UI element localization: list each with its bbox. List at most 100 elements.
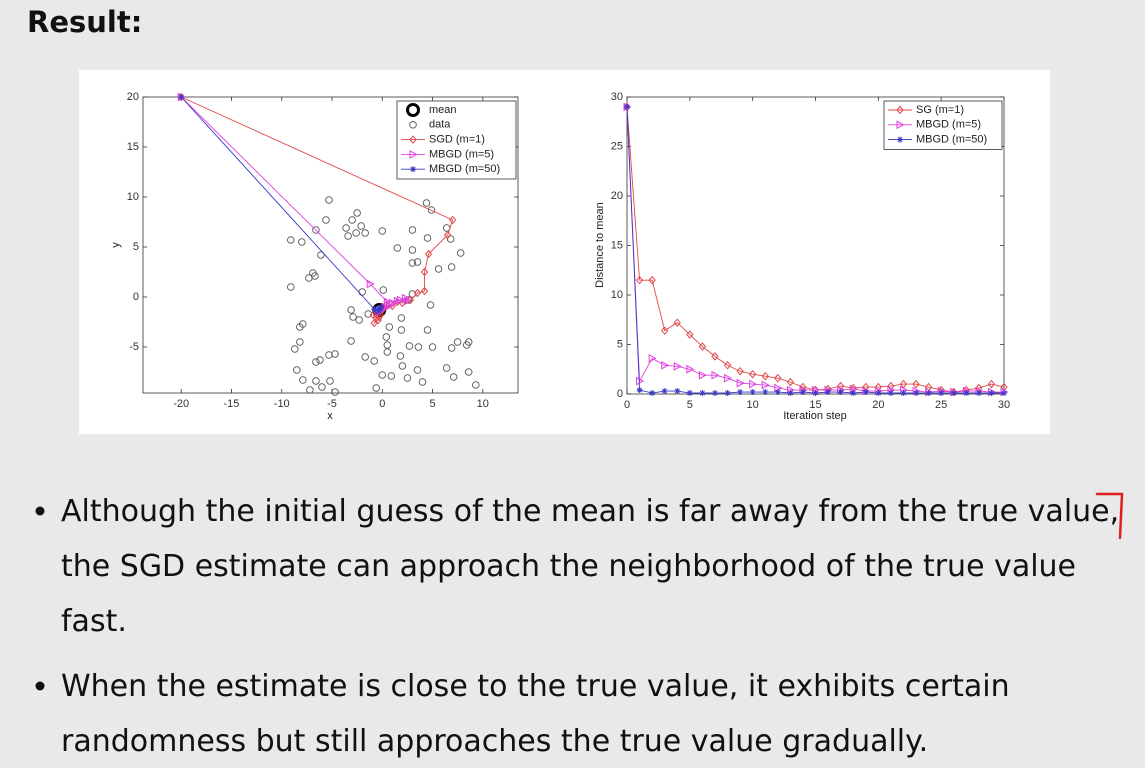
data-point	[287, 236, 295, 244]
data-point	[322, 216, 330, 224]
data-point	[397, 314, 406, 322]
data-point	[413, 258, 422, 266]
x-axis-label: x	[327, 410, 333, 422]
star-marker	[975, 390, 982, 397]
triangle-marker	[401, 293, 410, 303]
star-marker	[661, 388, 668, 395]
data-point	[397, 326, 406, 334]
legend-marker	[406, 103, 420, 117]
data-point	[361, 229, 369, 237]
data-point	[434, 265, 443, 273]
star-marker	[812, 390, 819, 397]
y-tick-label: 20	[611, 190, 623, 202]
data-point	[403, 374, 412, 382]
data-point	[423, 326, 432, 334]
triangle-marker	[661, 360, 670, 370]
star-marker	[825, 389, 832, 396]
data-point	[355, 316, 363, 324]
triangle-marker	[366, 279, 375, 289]
star-marker	[377, 306, 384, 312]
legend-label: MBGD (m=50)	[429, 163, 500, 175]
data-point	[331, 350, 339, 358]
star-marker	[850, 390, 857, 397]
triangle-marker	[724, 373, 733, 383]
star-marker	[938, 390, 945, 397]
data-point	[405, 342, 414, 350]
star-marker	[674, 388, 681, 395]
legend-marker	[409, 121, 417, 129]
diamond-marker	[420, 267, 429, 277]
data-point	[462, 341, 471, 349]
triangle-marker	[396, 295, 405, 305]
triangle-marker	[736, 378, 745, 388]
data-point	[312, 377, 320, 385]
data-point	[348, 216, 356, 224]
bullet-text: When the estimate is close to the true v…	[61, 669, 1010, 704]
diamond-marker	[786, 377, 795, 387]
star-marker	[699, 390, 706, 397]
triangle-marker	[648, 354, 657, 363]
data-point	[442, 364, 451, 372]
diamond-marker	[686, 330, 694, 339]
legend-label: SGD (m=1)	[429, 134, 485, 146]
data-point	[298, 238, 306, 246]
y-tick-label: 25	[611, 140, 623, 152]
data-point	[413, 366, 422, 374]
y-axis-label: y	[110, 242, 122, 248]
x-tick-label: 5	[687, 399, 693, 411]
y-tick-label: 30	[611, 91, 623, 103]
bullet-text: fast.	[61, 604, 127, 639]
y-axis-label: Distance to mean	[594, 202, 606, 288]
y-tick-label: 10	[127, 191, 139, 203]
x-tick-label: 30	[998, 399, 1010, 411]
legend-marker	[897, 136, 903, 143]
y-tick-label: -5	[129, 341, 139, 353]
data-point	[414, 343, 423, 351]
star-marker	[749, 389, 756, 396]
data-point	[427, 206, 436, 214]
y-tick-label: 5	[133, 241, 139, 253]
bullet-text: Although the initial guess of the mean i…	[61, 494, 1119, 529]
star-marker	[950, 390, 957, 397]
data-point	[344, 232, 352, 240]
diamond-marker	[424, 249, 433, 259]
data-point	[305, 274, 313, 282]
diamond-marker	[635, 275, 644, 285]
data-point	[325, 196, 333, 204]
x-tick-label: -20	[173, 398, 189, 410]
diamond-marker	[443, 230, 452, 240]
y-tick-label: 0	[617, 388, 623, 400]
data-point	[447, 344, 456, 352]
x-tick-label: 5	[429, 398, 435, 410]
data-point	[296, 338, 304, 346]
star-marker	[374, 307, 381, 313]
data-point	[385, 323, 394, 331]
star-marker	[711, 390, 718, 397]
data-point	[316, 356, 324, 364]
diamond-marker	[413, 288, 422, 298]
triangle-marker	[761, 380, 770, 390]
data-point	[361, 353, 369, 361]
data-point	[423, 234, 432, 242]
triangle-marker	[403, 296, 412, 306]
diamond-marker	[711, 352, 719, 361]
data-point	[347, 306, 355, 314]
data-point	[370, 357, 378, 365]
data-point	[428, 343, 437, 351]
legend-label: SG (m=1)	[916, 104, 964, 116]
star-marker	[799, 389, 806, 396]
data-point	[331, 388, 339, 396]
diamond-marker	[774, 373, 782, 383]
x-tick-label: 20	[872, 399, 884, 411]
x-tick-label: -5	[327, 398, 337, 410]
x-tick-label: 10	[747, 399, 759, 411]
y-tick-label: 15	[611, 239, 623, 251]
data-point	[449, 373, 458, 381]
diamond-marker	[749, 369, 757, 379]
star-marker	[787, 390, 794, 397]
data-point	[387, 372, 396, 380]
x-tick-label: 0	[379, 398, 385, 410]
diamond-marker	[448, 215, 457, 225]
diamond-marker	[912, 379, 920, 389]
